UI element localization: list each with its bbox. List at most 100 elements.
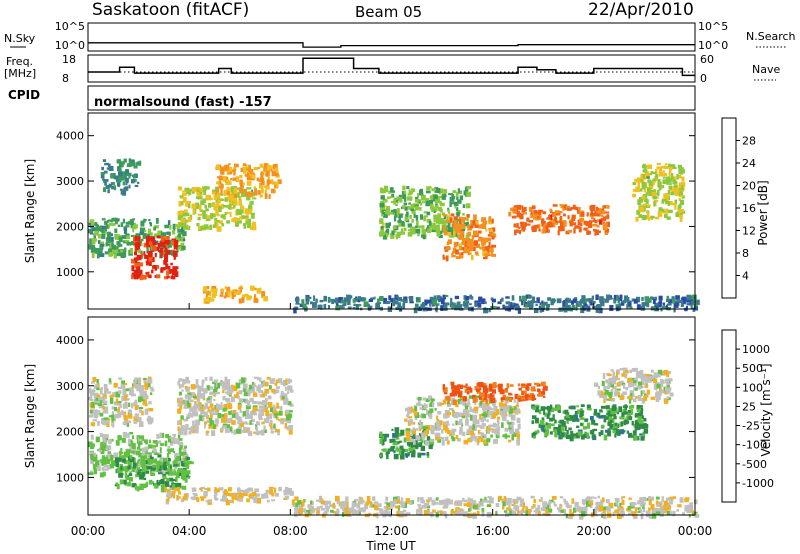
scatter-cell [180,200,184,206]
scatter-cell [129,160,133,165]
scatter-cell [263,166,266,172]
scatter-cell [166,231,171,235]
scatter-cell [99,225,103,228]
scatter-cell [481,224,487,229]
scatter-cell [381,222,385,228]
scatter-cell [253,376,259,379]
scatter-cell [255,426,258,431]
scatter-cell [398,213,403,218]
scatter-cell [259,394,264,398]
scatter-cell [128,464,131,470]
scatter-cell [500,397,505,401]
scatter-cell [400,497,404,502]
scatter-cell [148,253,153,258]
scatter-cell [578,507,584,510]
scatter-cell [668,172,671,177]
scatter-cell [405,407,408,412]
scatter-cell [619,368,625,371]
scatter-cell [586,404,591,410]
scatter-cell [442,384,445,390]
scatter-cell [400,450,405,454]
scatter-cell [446,402,451,407]
scatter-cell [605,379,609,384]
scatter-cell [94,222,98,227]
scatter-cell [377,503,382,508]
scatter-cell [558,307,563,312]
scatter-cell [323,500,328,506]
scatter-cell [149,469,154,476]
scatter-cell [440,230,443,235]
scatter-cell [620,508,624,512]
scatter-cell [587,408,592,411]
scatter-cell [177,398,180,403]
scatter-cell [495,503,500,507]
scatter-cell [223,383,227,387]
scatter-cell [534,417,539,424]
scatter-cell [122,466,128,469]
cpid-label: CPID [8,88,40,102]
scatter-cell [639,188,643,192]
scatter-cell [481,511,485,517]
scatter-cell [222,407,227,412]
scatter-cell [379,218,384,224]
scatter-cell [429,439,434,443]
scatter-cell [466,191,471,197]
scatter-cell [662,510,666,513]
scatter-cell [607,421,612,427]
scatter-cell [485,405,489,408]
scatter-cell [450,202,455,205]
scatter-cell [440,188,444,194]
scatter-cell [256,386,260,392]
scatter-cell [540,381,546,387]
scatter-cell [197,216,201,221]
scatter-cell [148,408,154,412]
scatter-cell [205,208,209,212]
scatter-cell [436,424,442,430]
scatter-cell [445,230,448,235]
scatter-cell [103,439,107,445]
scatter-cell [197,396,201,402]
scatter-cell [218,487,224,491]
scatter-cell [358,507,363,512]
scatter-cell [341,500,347,505]
scatter-cell [247,222,251,229]
scatter-cell [516,223,519,228]
scatter-cell [666,216,671,220]
scatter-cell [139,421,144,427]
scatter-cell [384,185,388,192]
scatter-cell [223,404,227,408]
scatter-cell [596,304,602,310]
scatter-cell [265,185,270,190]
scatter-cell [399,445,404,451]
scatter-cell [522,511,526,513]
scatter-cell [657,179,661,184]
scatter-cell [472,424,475,430]
scatter-cell [261,421,265,425]
noise-tick-top: 10^5 [55,20,85,33]
scatter-cell [142,460,146,464]
scatter-cell [347,299,351,305]
scatter-cell [446,219,449,223]
scatter-cell [145,239,149,245]
scatter-cell [655,398,660,403]
scatter-cell [431,188,436,192]
scatter-cell [200,496,203,499]
scatter-cell [535,406,539,411]
scatter-cell [432,299,438,305]
scatter-cell [196,189,201,192]
scatter-cell [472,220,477,226]
scatter-cell [88,222,92,226]
scatter-cell [656,383,661,389]
scatter-cell [517,226,520,229]
scatter-cell [548,501,552,504]
scatter-cell [459,418,463,425]
scatter-cell [399,453,405,460]
scatter-cell [173,487,178,491]
scatter-cell [608,410,611,415]
scatter-cell [648,513,654,519]
scatter-cell [418,506,424,509]
scatter-cell [178,491,181,495]
scatter-cell [119,404,122,409]
scatter-cell [164,440,168,446]
scatter-cell [167,494,171,499]
